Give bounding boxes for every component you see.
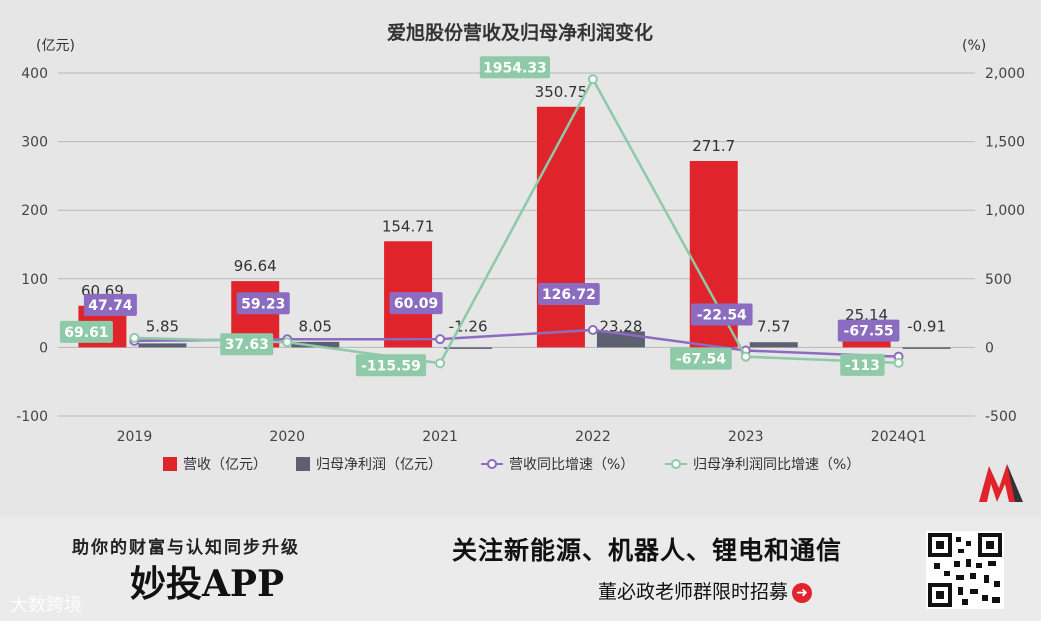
- net-profit-bar: [749, 342, 798, 348]
- revenue-growth-label-box: [690, 303, 753, 326]
- revenue-data-label: 271.7: [692, 137, 735, 155]
- revenue-growth-label: -22.54: [697, 307, 747, 323]
- revenue-growth-label: 126.72: [542, 287, 596, 303]
- net-profit-data-label: 7.57: [757, 317, 790, 335]
- legend-label: 营收（亿元）: [183, 457, 267, 473]
- x-tick-label: 2024Q1: [871, 429, 927, 445]
- revenue-data-label: 154.71: [382, 217, 435, 235]
- x-tick-label: 2020: [269, 429, 305, 445]
- left-tick-label: 300: [21, 135, 48, 151]
- left-tick-label: 0: [39, 340, 48, 356]
- profit-growth-point: [740, 351, 751, 362]
- net-profit-data-label: 23.28: [599, 317, 642, 335]
- qr-code-icon: [926, 531, 1004, 609]
- x-tick-label: 2021: [422, 429, 458, 445]
- legend-label: 归母净利润（亿元）: [316, 456, 442, 473]
- profit-growth-label: -115.59: [361, 358, 421, 374]
- legend-swatch: [163, 457, 177, 471]
- x-axis-ticks: 2019 2020 2021 2022 2023 2024Q1: [117, 429, 927, 445]
- profit-growth-point: [435, 358, 446, 369]
- legend-label: 归母净利润同比增速（%）: [693, 456, 860, 473]
- revenue-growth-label: 60.09: [394, 296, 438, 312]
- left-tick-label: -100: [16, 409, 48, 425]
- revenue-growth-label-box: [538, 283, 600, 306]
- revenue-bar: [536, 106, 585, 348]
- left-axis-unit: (亿元): [36, 38, 75, 54]
- revenue-data-label: 96.64: [234, 257, 277, 275]
- left-tick-label: 200: [21, 203, 48, 219]
- legend: 营收（亿元） 归母净利润（亿元） 营收同比增速（%） 归母净利润同比增速（%）: [163, 456, 860, 473]
- profit-growth-label-box: [355, 354, 427, 377]
- profit-growth-point: [587, 74, 598, 85]
- legend-marker: [671, 459, 681, 469]
- revenue-data-label: 350.75: [535, 83, 588, 101]
- revenue-growth-label-box: [837, 319, 900, 342]
- gridlines: [58, 72, 975, 417]
- net-profit-data-label: -0.91: [907, 317, 946, 335]
- footer-banner: 助你的财富与认知同步升级 妙投APP 关注新能源、机器人、锂电和通信 董必政老师…: [0, 517, 1041, 621]
- right-axis-unit: (%): [962, 38, 986, 54]
- legend-label: 营收同比增速（%）: [509, 457, 634, 473]
- left-axis-ticks: 400 300 200 100 0 -100: [16, 66, 48, 425]
- revenue-growth-point: [435, 334, 446, 345]
- profit-growth-label-box: [670, 347, 732, 370]
- revenue-growth-label-box: [389, 292, 443, 315]
- footer-promo: 关注新能源、机器人、锂电和通信: [452, 536, 843, 565]
- line-series: 47.74 59.23 60.09 126.72 -22.54 -67.55 69.61 37…: [59, 56, 904, 377]
- revenue-growth-label: 47.74: [88, 298, 133, 314]
- net-profit-data-label: 8.05: [299, 317, 332, 335]
- right-tick-label: 0: [985, 340, 994, 356]
- profit-growth-point: [282, 337, 293, 348]
- legend-swatch: [296, 457, 310, 471]
- revenue-growth-label: 59.23: [241, 296, 285, 312]
- revenue-data-label: 25.14: [845, 306, 888, 324]
- profit-growth-label: -67.54: [676, 352, 726, 368]
- profit-growth-label-box: [840, 353, 885, 376]
- profit-growth-point: [129, 332, 140, 343]
- footer-app-name: 妙投APP: [130, 563, 285, 605]
- revenue-growth-label: -67.55: [844, 324, 894, 340]
- chart-title: 爱旭股份营收及归母净利润变化: [387, 21, 653, 44]
- net-profit-bar: [444, 347, 493, 349]
- right-axis-ticks: 2,000 1,500 1,000 500 0 -500: [985, 66, 1025, 425]
- arrow-right-icon[interactable]: ➜: [792, 582, 813, 603]
- profit-growth-label-box: [220, 333, 274, 356]
- x-tick-label: 2019: [117, 429, 153, 445]
- watermark: 大数跨境: [10, 595, 82, 616]
- brand-logo: [979, 464, 1023, 502]
- net-profit-bar: [902, 347, 951, 349]
- profit-growth-label-box: [479, 56, 551, 79]
- right-tick-label: 500: [985, 272, 1012, 288]
- x-tick-label: 2022: [575, 429, 611, 445]
- net-profit-bar: [291, 341, 340, 348]
- revenue-growth-point: [587, 325, 598, 336]
- right-tick-label: 1,500: [985, 135, 1025, 151]
- right-tick-label: 1,000: [985, 203, 1025, 219]
- left-tick-label: 100: [21, 272, 48, 288]
- profit-growth-label: 69.61: [64, 325, 108, 341]
- chart-canvas: 爱旭股份营收及归母净利润变化 (亿元) (%) 400 300 200 100 0 -10…: [16, 21, 1025, 473]
- revenue-growth-label-box: [236, 292, 290, 315]
- profit-growth-label: 1954.33: [483, 60, 547, 76]
- profit-growth-label: 37.63: [225, 337, 269, 353]
- net-profit-data-label: -1.26: [449, 317, 488, 335]
- legend-marker: [487, 459, 497, 469]
- net-profit-data-label: 5.85: [146, 317, 179, 335]
- revenue-growth-label-box: [83, 293, 137, 316]
- footer-slogan: 助你的财富与认知同步升级: [72, 538, 300, 558]
- right-tick-label: -500: [985, 409, 1017, 425]
- profit-growth-label: -113: [845, 358, 880, 374]
- footer-promo-sub-text: 董必政老师群限时招募: [598, 581, 789, 603]
- x-tick-label: 2023: [728, 429, 764, 445]
- profit-growth-point: [893, 357, 904, 368]
- footer-promo-sub[interactable]: 董必政老师群限时招募 ➜: [598, 577, 813, 604]
- left-tick-label: 400: [21, 66, 48, 82]
- profit-growth-label-box: [59, 320, 113, 343]
- right-tick-label: 2,000: [985, 66, 1025, 82]
- net-profit-bar: [138, 343, 187, 348]
